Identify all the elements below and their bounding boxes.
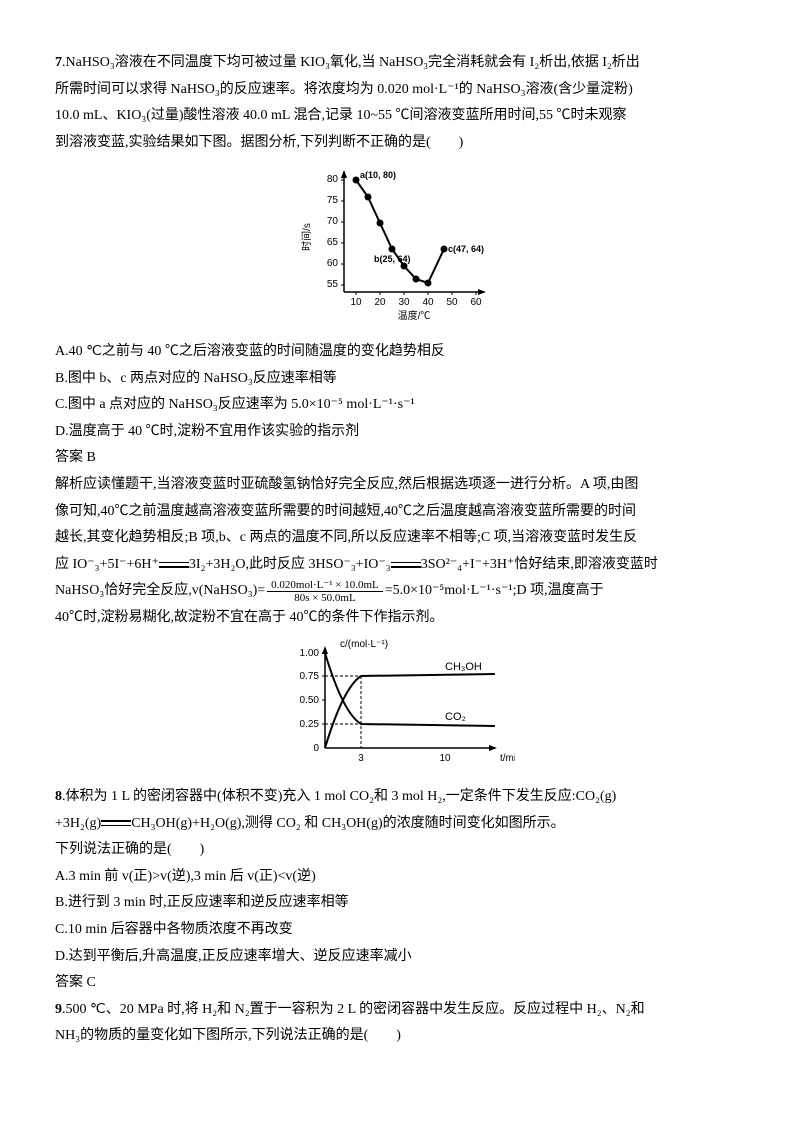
svg-text:CO₂: CO₂ (445, 711, 466, 723)
q8-option-b: B.进行到 3 min 时,正反应速率和逆反应速率相等 (55, 890, 745, 917)
q7-chart: 80 75 70 65 60 55 10 20 30 40 50 60 温度/℃… (55, 162, 745, 333)
equilibrium-arrow-icon (101, 820, 131, 826)
svg-text:70: 70 (327, 216, 339, 227)
svg-text:c/(mol·L⁻¹): c/(mol·L⁻¹) (340, 639, 388, 650)
q7-option-a: A.40 ℃之前与 40 ℃之后溶液变蓝的时间随温度的变化趋势相反 (55, 339, 745, 366)
fraction: 0.020mol·L⁻¹ × 10.0mL80s × 50.0mL (267, 579, 383, 604)
q8-answer: 答案 C (55, 970, 745, 997)
svg-text:0: 0 (313, 743, 319, 754)
q7-explain-6: 40℃时,淀粉易糊化,故淀粉不宜在高于 40℃的条件下作指示剂。 (55, 605, 745, 632)
svg-text:60: 60 (470, 297, 482, 308)
svg-text:40: 40 (422, 297, 434, 308)
svg-text:20: 20 (374, 297, 386, 308)
q7-explain-3: 越长,其变化趋势相反;B 项,b、c 两点的温度不同,所以反应速率不相等;C 项… (55, 525, 745, 552)
q8-stem-line2: +3H₂(g)CH₃OH(g)+H₂O(g),测得 CO₂ 和 CH₃OH(g)… (55, 811, 745, 838)
svg-text:t/min: t/min (500, 753, 515, 764)
svg-text:CH₃OH: CH₃OH (445, 661, 482, 673)
q8-chart: 1.00 0.75 0.50 0.25 0 3 10 t/min c/(mol·… (55, 638, 745, 779)
q7-explain-5: NaHSO₃恰好完全反应,v(NaHSO₃)=0.020mol·L⁻¹ × 10… (55, 578, 745, 605)
q7-number: 7 (55, 55, 62, 70)
svg-text:c(47, 64): c(47, 64) (448, 244, 484, 254)
q7-stem-line4: 到溶液变蓝,实验结果如下图。据图分析,下列判断不正确的是( ) (55, 130, 745, 157)
q9-stem-line2: NH₃的物质的量变化如下图所示,下列说法正确的是( ) (55, 1023, 745, 1050)
q7-option-d: D.温度高于 40 ℃时,淀粉不宜用作该实验的指示剂 (55, 419, 745, 446)
q7-stem-line3: 10.0 mL、KIO₃(过量)酸性溶液 40.0 mL 混合,记录 10~55… (55, 103, 745, 130)
svg-text:75: 75 (327, 195, 339, 206)
q7-option-c: C.图中 a 点对应的 NaHSO₃反应速率为 5.0×10⁻⁵ mol·L⁻¹… (55, 392, 745, 419)
svg-text:a(10, 80): a(10, 80) (360, 170, 396, 180)
svg-text:10: 10 (439, 753, 451, 764)
svg-text:0.25: 0.25 (300, 719, 320, 730)
q7-stem-line2: 所需时间可以求得 NaHSO₃的反应速率。将浓度均为 0.020 mol·L⁻¹… (55, 77, 745, 104)
svg-text:10: 10 (350, 297, 362, 308)
equilibrium-arrow-icon (391, 562, 421, 568)
svg-text:0.50: 0.50 (300, 695, 320, 706)
q8-option-a: A.3 min 前 v(正)>v(逆),3 min 后 v(正)<v(逆) (55, 864, 745, 891)
q7-option-b: B.图中 b、c 两点对应的 NaHSO₃反应速率相等 (55, 366, 745, 393)
svg-text:b(25, 64): b(25, 64) (374, 254, 411, 264)
svg-text:0.75: 0.75 (300, 671, 320, 682)
q7-explain-4: 应 IO⁻₃+5I⁻+6H⁺3I₂+3H₂O,此时反应 3HSO⁻₃+IO⁻₃3… (55, 552, 745, 579)
svg-text:65: 65 (327, 237, 339, 248)
svg-text:温度/℃: 温度/℃ (398, 309, 431, 322)
svg-text:55: 55 (327, 279, 339, 290)
q7-stem-line1: 7.NaHSO₃溶液在不同温度下均可被过量 KIO₃氧化,当 NaHSO₃完全消… (55, 50, 745, 77)
q9-stem-line1: 9.500 ℃、20 MPa 时,将 H₂和 N₂置于一容积为 2 L 的密闭容… (55, 997, 745, 1024)
q8-stem-line1: 8.体积为 1 L 的密闭容器中(体积不变)充入 1 mol CO₂和 3 mo… (55, 784, 745, 811)
svg-text:时间/s: 时间/s (300, 223, 313, 251)
svg-text:30: 30 (398, 297, 410, 308)
svg-text:1.00: 1.00 (300, 648, 320, 659)
q8-option-c: C.10 min 后容器中各物质浓度不再改变 (55, 917, 745, 944)
q7-explain-1: 解析应读懂题干,当溶液变蓝时亚硫酸氢钠恰好完全反应,然后根据选项逐一进行分析。A… (55, 472, 745, 499)
q7-answer: 答案 B (55, 445, 745, 472)
q8-stem-line3: 下列说法正确的是( ) (55, 837, 745, 864)
svg-text:3: 3 (358, 753, 364, 764)
q8-option-d: D.达到平衡后,升高温度,正反应速率增大、逆反应速率减小 (55, 944, 745, 971)
svg-text:80: 80 (327, 174, 339, 185)
svg-text:50: 50 (446, 297, 458, 308)
q8-number: 8 (55, 789, 62, 804)
q7-explain-2: 像可知,40℃之前温度越高溶液变蓝所需要的时间越短,40℃之后温度越高溶液变蓝所… (55, 499, 745, 526)
equilibrium-arrow-icon (159, 562, 189, 568)
svg-text:60: 60 (327, 258, 339, 269)
q9-number: 9 (55, 1002, 62, 1017)
